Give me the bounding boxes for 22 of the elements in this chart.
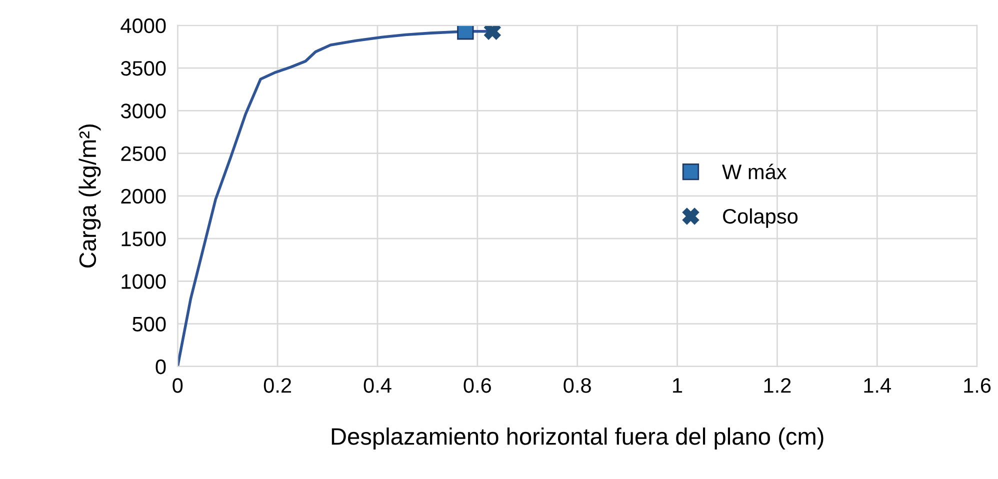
y-tick-label: 1500 xyxy=(122,232,166,246)
x-tick-label: 0.4 xyxy=(364,378,392,393)
y-axis-title: Carga (kg/m²) xyxy=(78,124,101,268)
x-tick-label: 1.6 xyxy=(964,378,991,393)
x-tick-label: 0.6 xyxy=(464,378,491,393)
x-tick-label: 1 xyxy=(673,378,682,393)
y-tick-label: 3000 xyxy=(120,104,166,118)
x-tick-label: 1.4 xyxy=(864,378,891,393)
y-tick-label: 4000 xyxy=(120,18,166,34)
y-tick-label: 500 xyxy=(132,316,166,332)
x-axis-title: Desplazamiento horizontal fuera del plano (cm) xyxy=(332,428,824,450)
x-tick-label: 0 xyxy=(172,378,183,393)
x-tick-label: 0.2 xyxy=(264,378,292,393)
x-tick-label: 0.8 xyxy=(564,378,591,393)
y-tick-label: 3500 xyxy=(120,61,166,76)
x-tick-label: 1.2 xyxy=(764,378,791,393)
y-tick-label: 2000 xyxy=(121,188,166,204)
y-tick-label: 2500 xyxy=(121,146,166,162)
y-tick-label: 0 xyxy=(156,359,166,374)
legend-label: Colapso xyxy=(723,208,798,228)
legend-label: W máx xyxy=(722,164,787,180)
y-tick-label: 1000 xyxy=(122,274,166,289)
